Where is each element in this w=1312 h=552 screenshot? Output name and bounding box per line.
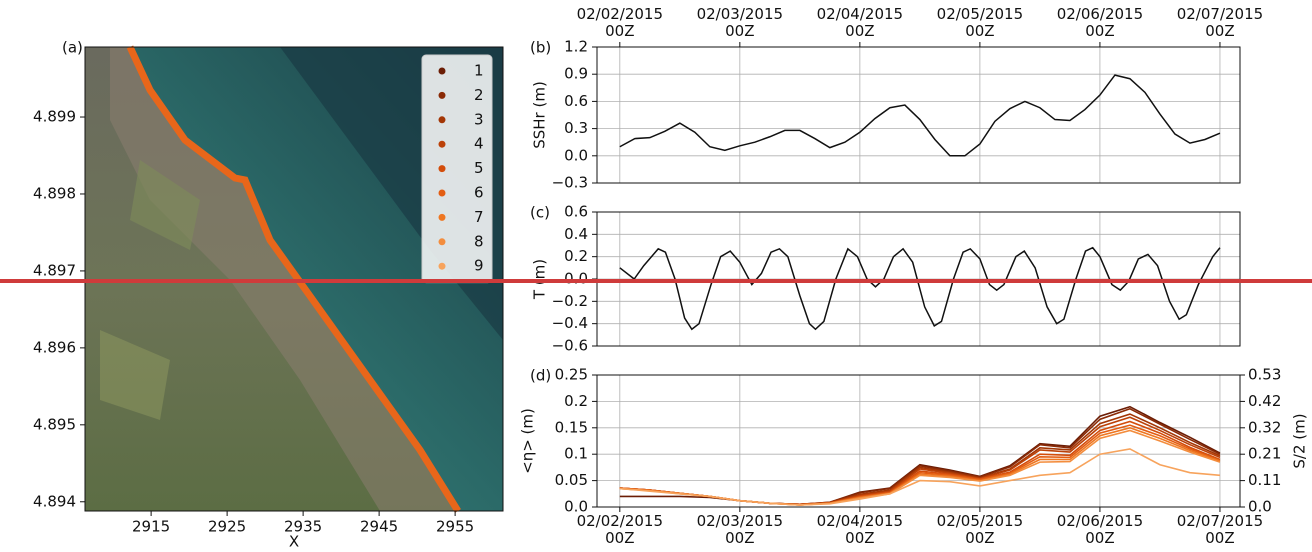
x-tick-label: 02/02/2015 00Z — [576, 5, 664, 40]
y-tick-label: 0.1 — [564, 445, 588, 463]
y2-tick-label: 0.53 — [1248, 366, 1281, 384]
x-tick-label: 02/05/2015 00Z — [936, 512, 1024, 547]
y-tick-label: 0.6 — [564, 203, 588, 221]
y-tick-label: 4.895 — [33, 415, 76, 433]
panel-label: (d) — [530, 367, 551, 385]
data-line — [619, 420, 1221, 506]
y-tick-label: 4.894 — [33, 492, 76, 510]
y-tick-label: −0.3 — [552, 174, 588, 192]
legend-marker — [438, 140, 446, 148]
x-tick-label: 02/07/2015 00Z — [1176, 5, 1264, 40]
x-tick-label: 02/03/2015 00Z — [696, 512, 784, 547]
y-tick-label: 1.2 — [564, 38, 588, 56]
y-tick-label: 0.05 — [555, 471, 588, 489]
y-tick-label: 0.0 — [564, 498, 588, 516]
axes-frame — [596, 374, 1241, 508]
y-tick-label: 4.898 — [33, 184, 76, 202]
y-tick-label: 0.6 — [564, 92, 588, 110]
x-tick-label: 02/07/2015 00Z — [1176, 512, 1264, 547]
y2-tick-label: 0.32 — [1248, 418, 1281, 436]
y2-tick-label: 0.0 — [1248, 498, 1272, 516]
legend-label: 2 — [474, 86, 484, 104]
y-axis-label: <η> (m) — [519, 408, 537, 474]
x-tick-label: 2915 — [132, 518, 170, 536]
y-tick-label: 4.896 — [33, 338, 76, 356]
legend-marker — [438, 116, 446, 124]
legend-label: 4 — [474, 135, 484, 153]
legend-label: 9 — [474, 257, 484, 275]
y2-tick-label: 0.21 — [1248, 445, 1281, 463]
panel-label: (c) — [530, 204, 550, 222]
y-tick-label: 0.2 — [564, 247, 588, 265]
x-axis-label: X — [289, 533, 299, 551]
x-tick-label: 02/06/2015 00Z — [1056, 5, 1144, 40]
legend-marker — [438, 91, 446, 99]
x-tick-label: 02/04/2015 00Z — [816, 5, 904, 40]
y-tick-label: 0.0 — [564, 270, 588, 288]
y-tick-label: 0.0 — [564, 146, 588, 164]
legend-label: 7 — [474, 208, 484, 226]
legend-marker — [438, 213, 446, 221]
y-tick-label: 4.899 — [33, 108, 76, 126]
y2-axis-label: S/2 (m) — [1291, 413, 1309, 468]
legend-marker — [438, 67, 446, 75]
y-tick-label: 0.15 — [555, 418, 588, 436]
legend-label: 5 — [474, 159, 484, 177]
y-tick-label: 0.25 — [555, 366, 588, 384]
x-tick-label: 02/02/2015 00Z — [576, 512, 664, 547]
x-tick-label: 2955 — [436, 518, 474, 536]
data-line — [619, 74, 1221, 157]
legend-marker — [438, 262, 446, 270]
x-tick-label: 02/06/2015 00Z — [1056, 512, 1144, 547]
panel-label: (a) — [62, 39, 83, 57]
legend-marker — [438, 238, 446, 246]
data-line — [619, 246, 1221, 331]
y-tick-label: 4.897 — [33, 261, 76, 279]
y2-tick-label: 0.11 — [1248, 471, 1281, 489]
legend-marker — [438, 189, 446, 197]
y-tick-label: 0.2 — [564, 392, 588, 410]
legend-label: 1 — [474, 62, 484, 80]
legend-label: 3 — [474, 110, 484, 128]
x-tick-label: 2925 — [208, 518, 246, 536]
data-line — [619, 407, 1221, 506]
y-axis-label: SSHr (m) — [531, 81, 549, 149]
x-tick-label: 02/03/2015 00Z — [696, 5, 784, 40]
y-tick-label: −0.6 — [552, 337, 588, 355]
y-tick-label: 0.9 — [564, 65, 588, 83]
y-tick-label: 0.4 — [564, 225, 588, 243]
y-tick-label: −0.4 — [552, 314, 588, 332]
x-tick-label: 2945 — [360, 518, 398, 536]
legend-marker — [438, 165, 446, 173]
axes-frame — [596, 46, 1241, 184]
data-line — [619, 448, 1221, 506]
legend-label: 6 — [474, 184, 484, 202]
y-tick-label: 0.3 — [564, 119, 588, 137]
y-tick-label: −0.2 — [552, 292, 588, 310]
legend-label: 8 — [474, 232, 484, 250]
x-tick-label: 02/05/2015 00Z — [936, 5, 1024, 40]
x-tick-label: 2935 — [284, 518, 322, 536]
x-tick-label: 02/04/2015 00Z — [816, 512, 904, 547]
panel-label: (b) — [530, 39, 551, 57]
y2-tick-label: 0.42 — [1248, 392, 1281, 410]
